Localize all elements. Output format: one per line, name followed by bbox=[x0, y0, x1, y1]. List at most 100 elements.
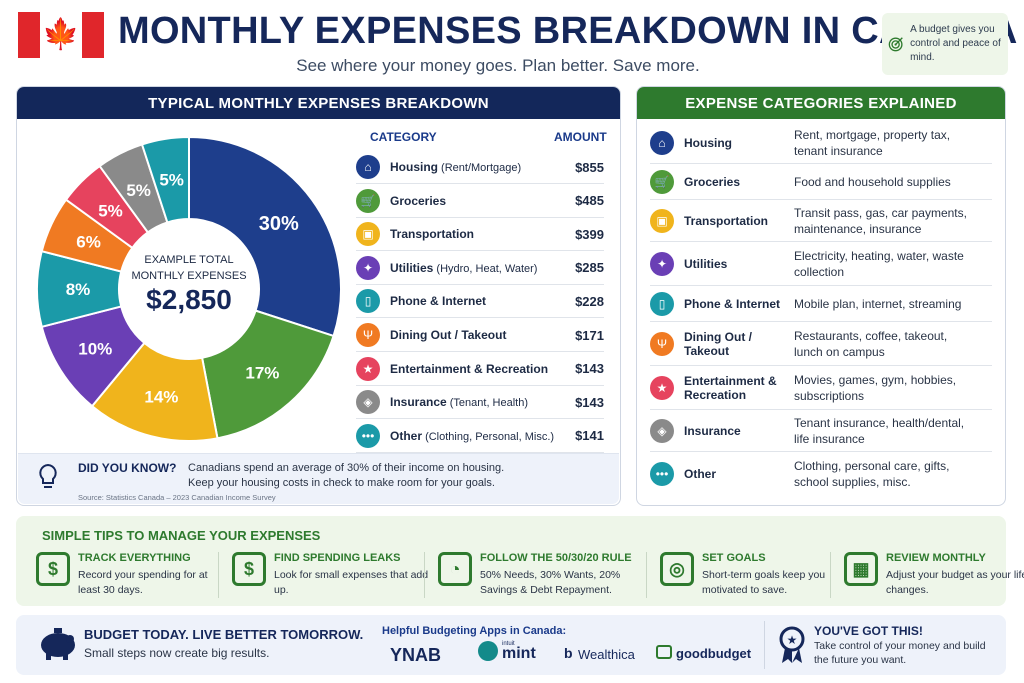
expense-row-name: Groceries bbox=[390, 193, 447, 208]
tip-text: Record your spending for at least 30 day… bbox=[78, 569, 208, 596]
bulb-icon: ✦ bbox=[356, 255, 380, 280]
column-header-amount: AMOUNT bbox=[554, 130, 607, 144]
category-row-desc: Electricity, heating, water, waste colle… bbox=[794, 248, 964, 279]
page-subtitle: See where your money goes. Plan better. … bbox=[296, 56, 700, 75]
tip-title: REVIEW MONTHLY bbox=[886, 552, 986, 564]
category-row: ★ Entertainment & Recreation Movies, gam… bbox=[650, 366, 992, 410]
target-icon: ◎ bbox=[660, 552, 694, 586]
category-row-desc: Transit pass, gas, car payments, mainten… bbox=[794, 205, 967, 236]
bus-icon: ▣ bbox=[650, 208, 674, 233]
tip-text: Adjust your budget as your life changes. bbox=[886, 569, 1024, 596]
category-row: ✦ Utilities Electricity, heating, water,… bbox=[650, 242, 992, 286]
cart-icon: 🛒 bbox=[650, 169, 674, 194]
category-row-name: Groceries bbox=[684, 174, 741, 189]
did-you-know-title: DID YOU KNOW? bbox=[78, 461, 177, 475]
source-note: Source: Statistics Canada – 2023 Canadia… bbox=[78, 493, 276, 502]
donut-slice-label-1: 30% bbox=[259, 213, 299, 235]
category-row: 🛒 Groceries Food and household supplies bbox=[650, 164, 992, 200]
app-mint[interactable]: mint bbox=[502, 645, 536, 662]
expense-row-detail: (Clothing, Personal, Misc.) bbox=[422, 430, 555, 443]
category-row-name: Dining Out / Takeout bbox=[684, 329, 752, 358]
budget-note-text: A budget gives you control and peace of … bbox=[910, 24, 1001, 63]
category-row-desc: Mobile plan, internet, streaming bbox=[794, 296, 962, 311]
category-row-name: Phone & Internet bbox=[684, 296, 781, 311]
expense-row-name: Dining Out / Takeout bbox=[390, 328, 507, 342]
clipboard-dollar-icon: $ bbox=[36, 552, 70, 586]
tip-title: SET GOALS bbox=[702, 552, 766, 564]
budget-note: A budget gives you control and peace of … bbox=[882, 13, 1008, 75]
lightbulb-icon bbox=[39, 463, 57, 488]
categories-panel: EXPENSE CATEGORIES EXPLAINED bbox=[636, 86, 1006, 506]
expense-row-amount: $228 bbox=[575, 293, 604, 309]
tip-item: ◎ SET GOALS Short-term goals keep you mo… bbox=[660, 552, 862, 598]
donut-slice-label-9: 5% bbox=[159, 170, 184, 189]
goodbudget-envelope-icon bbox=[656, 645, 672, 659]
bulb-icon: ✦ bbox=[650, 251, 674, 276]
target-icon bbox=[888, 37, 903, 52]
dots-icon: ••• bbox=[650, 462, 674, 486]
expense-row-name: Insurance bbox=[390, 395, 447, 410]
expense-row-detail: (Tenant, Health) bbox=[446, 397, 529, 410]
expense-row: ✦ Utilities (Hydro, Heat, Water) $285 bbox=[356, 252, 604, 285]
category-row: ◈ Insurance Tenant insurance, health/den… bbox=[650, 410, 992, 452]
category-row-desc: Rent, mortgage, property tax, tenant ins… bbox=[794, 127, 951, 158]
closing-title: YOU'VE GOT THIS! bbox=[814, 624, 923, 638]
expenses-donut-chart: 30%17%14%10%8%6%5%5%5% bbox=[36, 135, 342, 442]
page-title: MONTHLY EXPENSES BREAKDOWN IN CANADA bbox=[118, 10, 1018, 52]
category-row-desc: Food and household supplies bbox=[794, 174, 951, 189]
did-you-know-box: DID YOU KNOW? Canadians spend an average… bbox=[18, 453, 619, 504]
donut-slice-label-8: 5% bbox=[126, 181, 151, 200]
tip-title: TRACK EVERYTHING bbox=[78, 552, 191, 564]
calendar-icon: ▦ bbox=[844, 552, 878, 586]
expense-row-amount: $143 bbox=[575, 361, 604, 377]
expense-row-amount: $285 bbox=[575, 260, 604, 276]
ticket-icon: ★ bbox=[650, 375, 674, 400]
donut-slice-label-7: 5% bbox=[98, 202, 123, 221]
expense-row: Ψ Dining Out / Takeout $171 bbox=[356, 319, 604, 352]
donut-slice-label-4: 10% bbox=[78, 339, 112, 358]
slogan-title: BUDGET TODAY. LIVE BETTER TOMORROW. bbox=[84, 627, 364, 642]
donut-slice-label-5: 8% bbox=[66, 280, 91, 299]
apps-label: Helpful Budgeting Apps in Canada: bbox=[382, 625, 567, 637]
tip-item: ▦ REVIEW MONTHLY Adjust your budget as y… bbox=[844, 552, 1024, 598]
house-icon: ⌂ bbox=[356, 155, 380, 179]
bus-icon: ▣ bbox=[356, 222, 380, 247]
category-row: ••• Other Clothing, personal care, gifts… bbox=[650, 452, 992, 496]
expense-row: ★ Entertainment & Recreation $143 bbox=[356, 353, 604, 386]
tip-title: FIND SPENDING LEAKS bbox=[274, 552, 401, 564]
expense-row-amount: $143 bbox=[575, 394, 604, 410]
donut-slice-label-2: 17% bbox=[245, 363, 279, 382]
house-icon: ⌂ bbox=[650, 130, 674, 155]
did-you-know-line1: Canadians spend an average of 30% of the… bbox=[188, 462, 505, 474]
shield-icon: ◈ bbox=[650, 418, 674, 443]
shield-icon: ◈ bbox=[356, 390, 380, 415]
expense-row-amount: $485 bbox=[575, 193, 604, 209]
tip-title: FOLLOW THE 50/30/20 RULE bbox=[480, 552, 632, 564]
canada-flag: 🍁 bbox=[18, 12, 104, 58]
dots-icon: ••• bbox=[356, 423, 380, 448]
award-ribbon-icon: ★ bbox=[779, 626, 805, 663]
wealthica-b-icon: b bbox=[564, 645, 573, 661]
expense-row: ▣ Transportation $399 bbox=[356, 218, 604, 252]
magnifier-dollar-icon: $ bbox=[232, 552, 266, 586]
app-goodbudget[interactable]: goodbudget bbox=[676, 646, 752, 661]
tip-item: ◔ FOLLOW THE 50/30/20 RULE 50% Needs, 30… bbox=[438, 552, 660, 598]
expense-row-amount: $171 bbox=[575, 327, 604, 343]
category-row-name: Transportation bbox=[684, 213, 769, 228]
app-wealthica[interactable]: Wealthica bbox=[578, 647, 635, 662]
expense-row-name: Housing bbox=[390, 160, 438, 174]
phone-icon: ▯ bbox=[650, 291, 674, 316]
footer-banner: BUDGET TODAY. LIVE BETTER TOMORROW. Smal… bbox=[16, 615, 1006, 675]
mint-prefix: intuit bbox=[502, 641, 515, 647]
did-you-know-line2: Keep your housing costs in check to make… bbox=[188, 477, 495, 489]
expense-row-detail: (Rent/Mortgage) bbox=[438, 162, 522, 174]
category-row: ⌂ Housing Rent, mortgage, property tax, … bbox=[650, 122, 992, 164]
app-ynab[interactable]: YNAB bbox=[390, 645, 442, 665]
category-row: ▯ Phone & Internet Mobile plan, internet… bbox=[650, 286, 992, 322]
cutlery-icon: Ψ bbox=[650, 331, 674, 356]
tips-section: SIMPLE TIPS TO MANAGE YOUR EXPENSES bbox=[16, 516, 1006, 606]
tip-text: Short-term goals keep you motivated to s… bbox=[702, 569, 826, 596]
expense-row-detail: (Hydro, Heat, Water) bbox=[433, 262, 538, 275]
expense-row: 🛒 Groceries $485 bbox=[356, 185, 604, 218]
expense-row: ⌂ Housing (Rent/Mortgage) $855 bbox=[356, 151, 604, 184]
